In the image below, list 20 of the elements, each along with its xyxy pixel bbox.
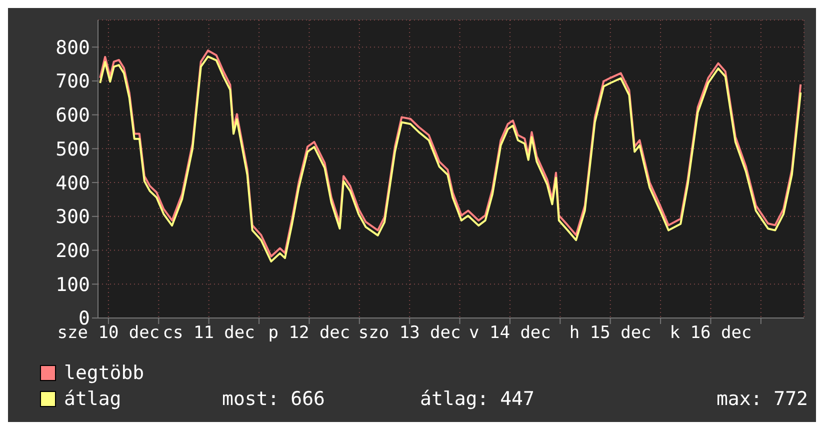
y-tick-label: 0 [78, 308, 90, 330]
legend-label: átlag [64, 388, 122, 410]
y-tick-label: 300 [56, 206, 90, 228]
x-tick-label: cs 11 dec [162, 323, 255, 344]
x-tick-label: k 16 dec [670, 323, 752, 344]
y-tick-label: 100 [56, 274, 90, 296]
text: átlag: 447 [420, 388, 536, 410]
y-tick-label: 400 [56, 172, 90, 194]
y-tick-label: 700 [56, 70, 90, 93]
x-tick-label: szo 13 dec [358, 323, 461, 344]
y-tick-label: 600 [56, 104, 90, 127]
text: max: 772 [715, 388, 808, 410]
x-tick-label: h 15 dec [569, 323, 652, 344]
x-tick-label: p 12 dec [268, 323, 350, 344]
y-tick-label: 500 [56, 138, 90, 160]
x-tick-label: v 14 dec [469, 323, 551, 344]
y-tick-label: 800 [56, 36, 90, 59]
text: most: 666 [222, 388, 326, 410]
y-tick-label: 200 [56, 240, 90, 262]
legend-label: legtöbb [64, 362, 146, 384]
